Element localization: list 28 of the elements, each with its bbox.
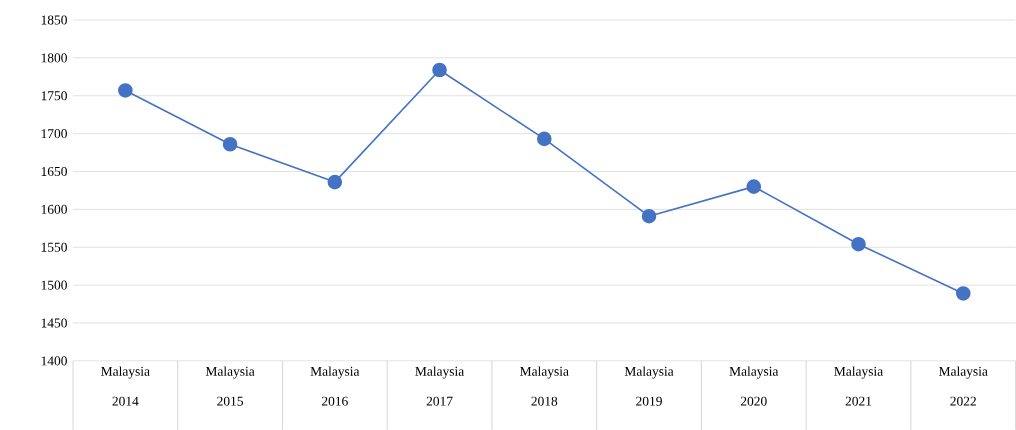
point <box>641 208 657 224</box>
point <box>222 136 238 152</box>
y-tick-label: 1550 <box>41 242 67 252</box>
point <box>536 131 552 147</box>
y-tick-label: 1700 <box>41 128 67 139</box>
category-label: Malaysia 2018 <box>520 366 569 406</box>
category-label: Malaysia 2021 <box>834 366 883 406</box>
y-tick-label: 1800 <box>41 53 67 63</box>
y-tick-label: 1850 <box>41 15 67 25</box>
category-label: Malaysia 2015 <box>205 366 255 406</box>
y-tick-label: 1500 <box>41 280 67 290</box>
y-tick-label: 1600 <box>41 204 67 214</box>
category-label: Malaysia 2014 <box>101 366 150 406</box>
y-tick-label: 1450 <box>41 318 67 328</box>
point <box>432 62 447 78</box>
category-label: Malaysia 2019 <box>624 366 674 406</box>
y-tick-label: 1650 <box>41 166 67 176</box>
category-label: Malaysia 2016 <box>310 366 360 406</box>
y-tick-label: 1750 <box>41 91 67 101</box>
point <box>955 286 971 301</box>
category-label: Malaysia 2017 <box>415 366 465 406</box>
category-label: Malaysia 2022 <box>938 366 988 406</box>
point <box>851 236 866 252</box>
point <box>118 83 133 98</box>
y-tick-label: 1400 <box>41 356 67 366</box>
point <box>746 179 762 194</box>
point <box>327 174 343 190</box>
category-label: Malaysia 2020 <box>729 366 779 406</box>
